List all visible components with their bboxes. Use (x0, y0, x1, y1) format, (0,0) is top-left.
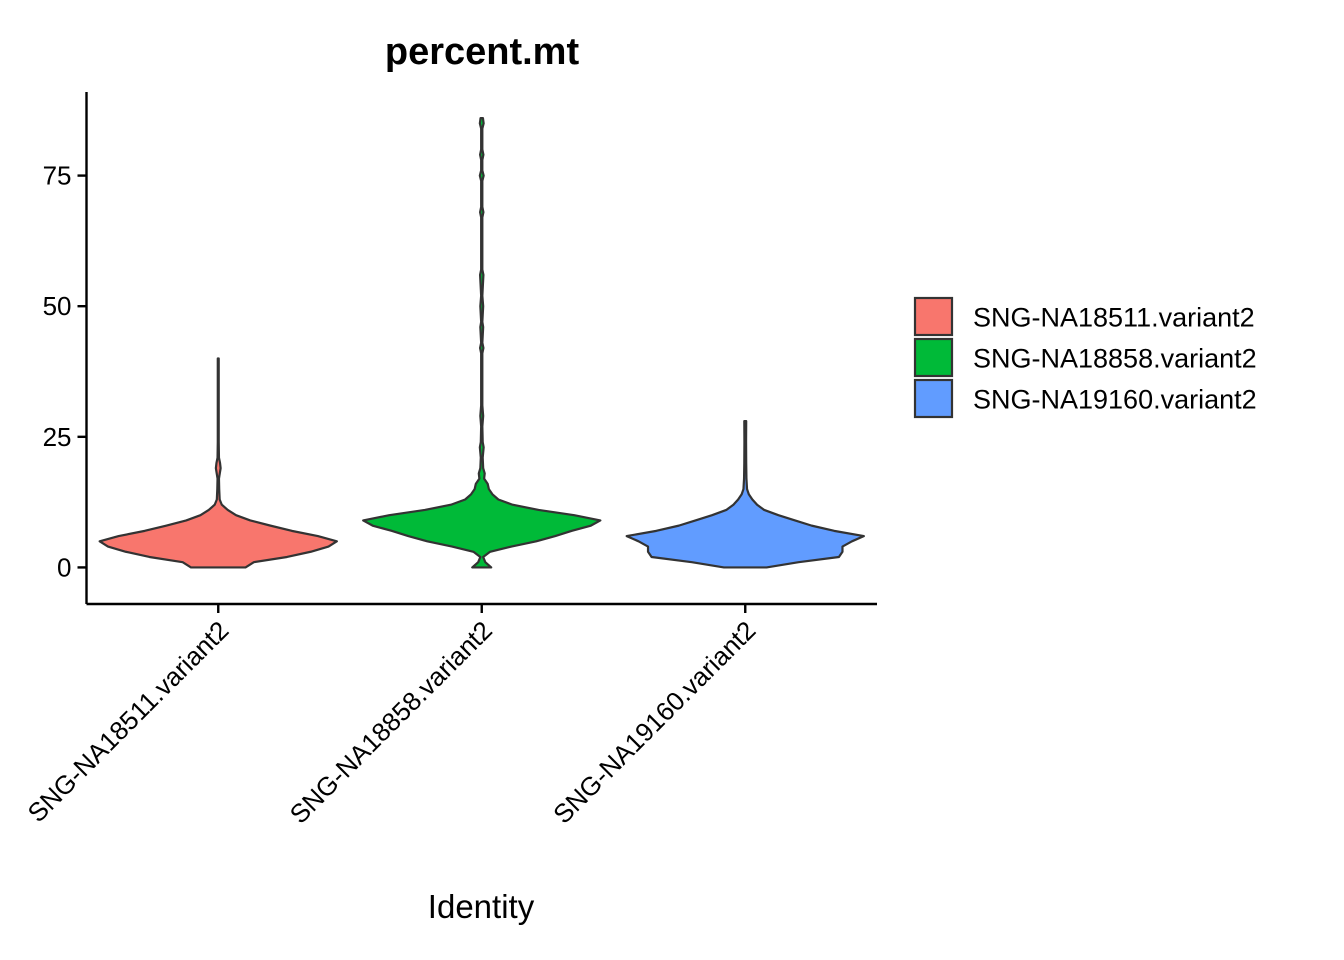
violin-SNG-NA19160.variant2 (625, 420, 865, 569)
legend-key-1 (913, 296, 954, 337)
legend-key-2 (913, 337, 954, 378)
y-tick-label-25: 25 (43, 422, 72, 452)
x-tick-label-1: SNG-NA18511.variant2 (21, 615, 234, 828)
chart-title: percent.mt (385, 31, 580, 73)
legend-label-1: SNG-NA18511.variant2 (973, 303, 1255, 333)
legend-key-3 (913, 378, 954, 419)
violin-SNG-NA18511.variant2 (98, 357, 338, 569)
violin-SNG-NA18858.variant2 (362, 117, 602, 569)
y-tick-label-50: 50 (43, 291, 72, 321)
violin-layer (98, 117, 865, 569)
x-tick-label-2: SNG-NA18858.variant2 (284, 615, 498, 829)
y-tick-label-0: 0 (57, 552, 71, 582)
legend: SNG-NA18511.variant2 SNG-NA18858.variant2… (913, 296, 1257, 419)
x-axis: SNG-NA18511.variant2 SNG-NA18858.variant2… (21, 602, 877, 829)
x-axis-title: Identity (428, 888, 535, 925)
x-tick-label-3: SNG-NA19160.variant2 (547, 615, 761, 829)
legend-label-2: SNG-NA18858.variant2 (973, 344, 1257, 374)
y-axis: 0 25 50 75 (43, 92, 88, 604)
y-tick-label-75: 75 (43, 161, 72, 191)
legend-label-3: SNG-NA19160.variant2 (973, 385, 1257, 415)
